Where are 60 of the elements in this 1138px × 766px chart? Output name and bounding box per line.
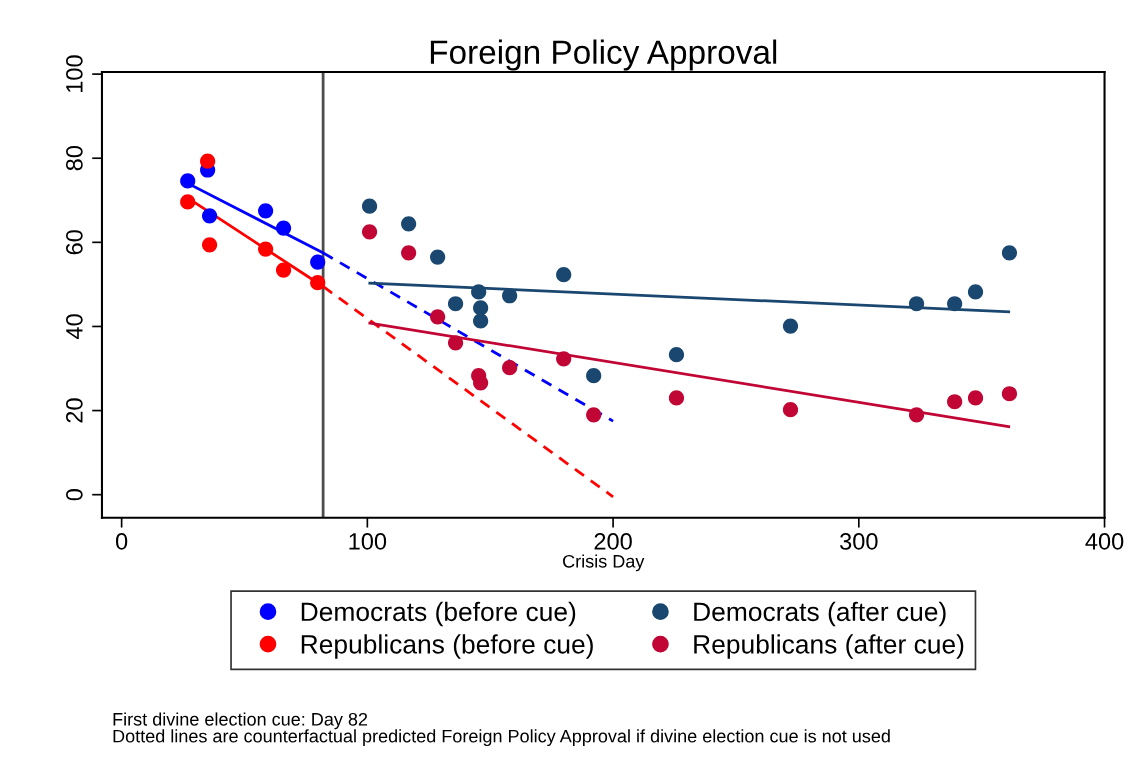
point xyxy=(401,245,417,261)
point xyxy=(967,390,984,406)
point xyxy=(471,284,487,300)
y-tick-label: 20 xyxy=(65,398,83,423)
point xyxy=(1001,386,1018,402)
legend-label: Democrats (before cue) xyxy=(301,601,576,627)
point xyxy=(310,254,326,270)
point xyxy=(473,375,489,391)
point xyxy=(782,318,799,334)
y-tick-label: 0 xyxy=(65,489,83,501)
point xyxy=(668,390,685,406)
point xyxy=(447,296,464,312)
point xyxy=(908,407,925,423)
point xyxy=(275,262,292,278)
point xyxy=(201,237,218,253)
point xyxy=(668,347,685,363)
point xyxy=(556,351,572,367)
point xyxy=(401,216,417,232)
point xyxy=(275,220,292,236)
point xyxy=(473,300,489,316)
y-tick-label: 40 xyxy=(65,314,83,340)
point xyxy=(782,402,799,418)
point xyxy=(447,335,464,351)
point xyxy=(967,284,984,300)
point xyxy=(502,288,518,304)
point xyxy=(473,313,489,329)
point xyxy=(258,241,274,257)
point xyxy=(947,296,963,312)
point xyxy=(502,360,518,376)
point xyxy=(361,198,378,214)
legend-label: Democrats (after cue) xyxy=(694,601,946,627)
chart-title: Foreign Policy Approval xyxy=(430,39,777,71)
point xyxy=(586,407,602,423)
x-tick-label: 400 xyxy=(1085,533,1124,550)
y-tick-label: 100 xyxy=(65,55,83,92)
point xyxy=(430,249,446,265)
point xyxy=(310,275,326,291)
point xyxy=(180,194,196,210)
text: Dotted lines are counterfactual predicted Foreign Policy Approval if divine election cue is not used xyxy=(113,729,890,747)
x-tick-label: 100 xyxy=(349,533,387,550)
point xyxy=(258,203,274,219)
x-tick-label: 0 xyxy=(115,533,128,550)
point xyxy=(361,224,378,240)
legend-label: Republicans (after cue) xyxy=(694,634,964,659)
point xyxy=(556,267,572,283)
point xyxy=(586,368,602,384)
point xyxy=(908,296,925,312)
x-tick-label: 300 xyxy=(840,533,878,550)
legend-label: Republicans (before cue) xyxy=(301,634,593,659)
point xyxy=(180,173,196,189)
x-axis-title: Crisis Day xyxy=(563,554,645,572)
point xyxy=(1001,245,1018,261)
text: First divine election cue: Day 82 xyxy=(113,712,368,730)
point xyxy=(201,208,218,224)
point xyxy=(947,394,963,410)
point xyxy=(430,309,446,325)
y-tick-label: 80 xyxy=(65,146,83,171)
x-tick-label: 200 xyxy=(594,533,632,550)
y-tick-label: 60 xyxy=(65,230,83,255)
point xyxy=(200,153,216,169)
